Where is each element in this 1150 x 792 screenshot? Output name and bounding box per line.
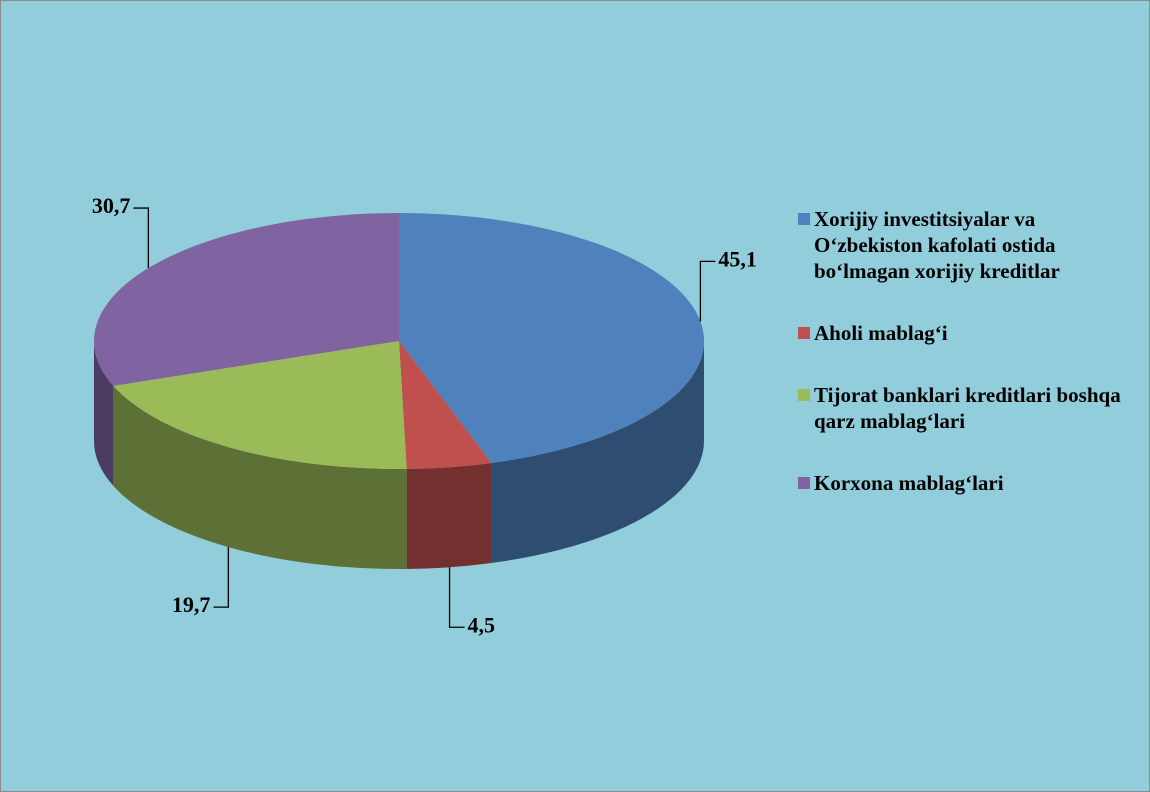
legend-label: Xorijiy investitsiyalar va O‘zbekiston k… xyxy=(814,207,1060,283)
slice xyxy=(399,213,704,463)
legend-item: Aholi mablag‘i xyxy=(798,320,1148,346)
legend-label: Tijorat banklari kreditlari boshqa qarz … xyxy=(814,383,1121,433)
data-label: 45,1 xyxy=(718,246,757,271)
slice-side xyxy=(491,341,704,563)
legend-item: Korxona mablag‘lari xyxy=(798,470,1148,496)
leader-line xyxy=(133,207,150,269)
slice-side xyxy=(406,462,492,569)
leader-line xyxy=(699,260,716,322)
legend-swatch xyxy=(798,213,810,225)
legend-label: Aholi mablag‘i xyxy=(814,321,948,345)
legend: Xorijiy investitsiyalar va O‘zbekiston k… xyxy=(798,206,1148,532)
data-label: 19,7 xyxy=(172,592,211,617)
legend-swatch xyxy=(798,477,810,489)
slice xyxy=(94,213,399,386)
legend-item: Tijorat banklari kreditlari boshqa qarz … xyxy=(798,382,1148,434)
slice-side xyxy=(94,341,114,486)
leader-line xyxy=(213,547,230,608)
legend-swatch xyxy=(798,327,810,339)
slice-side xyxy=(113,385,407,569)
slice xyxy=(399,341,492,469)
leader-line xyxy=(448,567,465,628)
slice xyxy=(113,341,407,469)
data-label: 4,5 xyxy=(468,612,496,637)
legend-item: Xorijiy investitsiyalar va O‘zbekiston k… xyxy=(798,206,1148,284)
data-label: 30,7 xyxy=(92,193,131,218)
legend-label: Korxona mablag‘lari xyxy=(814,471,1004,495)
legend-swatch xyxy=(798,389,810,401)
